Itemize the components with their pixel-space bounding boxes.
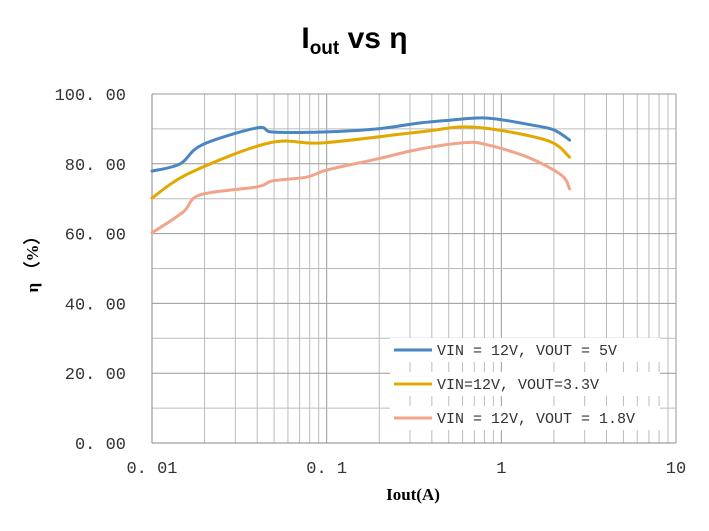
title-main: I — [301, 22, 310, 55]
legend-entry-bg — [390, 372, 660, 396]
x-axis-label: Iout(A) — [386, 485, 440, 504]
legend-label-1: VIN = 12V, VOUT = 5V — [437, 343, 617, 360]
x-tick-label: 10 — [666, 460, 686, 479]
x-tick-label: 0. 01 — [126, 460, 177, 479]
y-tick-label: 0. 00 — [75, 436, 126, 455]
y-axis-label: η （%） — [22, 228, 42, 293]
legend-label-2: VIN=12V, VOUT=3.3V — [437, 377, 599, 394]
y-tick-label: 40. 00 — [65, 296, 126, 315]
x-tick-label: 0. 1 — [306, 460, 347, 479]
legend-entry-bg — [390, 406, 660, 430]
series-line-2 — [150, 125, 572, 200]
series-line-1 — [150, 116, 572, 173]
legend-entry-bg — [390, 338, 660, 362]
x-tick-label: 1 — [496, 460, 506, 479]
y-tick-label: 100. 00 — [55, 87, 126, 106]
y-tick-label: 60. 00 — [65, 227, 126, 246]
title-subscript: out — [309, 38, 340, 59]
chart-title: Iout vs η — [0, 22, 709, 60]
series-line-3 — [150, 140, 572, 235]
legend-label-3: VIN = 12V, VOUT = 1.8V — [437, 411, 635, 428]
y-tick-label: 80. 00 — [65, 157, 126, 176]
y-tick-label: 20. 00 — [65, 366, 126, 385]
title-rest: vs η — [339, 22, 408, 55]
